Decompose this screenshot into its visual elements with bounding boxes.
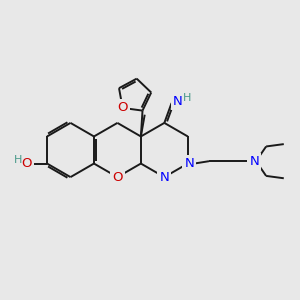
Text: O: O [117,101,128,114]
Text: H: H [183,93,191,103]
Text: N: N [184,157,194,170]
Text: O: O [21,157,32,170]
Text: N: N [173,95,183,108]
Text: N: N [160,171,169,184]
Text: O: O [112,171,123,184]
Text: N: N [250,155,259,168]
Text: H: H [14,155,22,165]
